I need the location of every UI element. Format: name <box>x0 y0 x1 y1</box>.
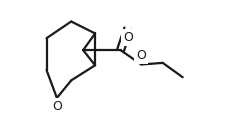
Text: O: O <box>52 100 62 113</box>
Text: O: O <box>122 31 132 44</box>
Text: O: O <box>136 49 146 62</box>
